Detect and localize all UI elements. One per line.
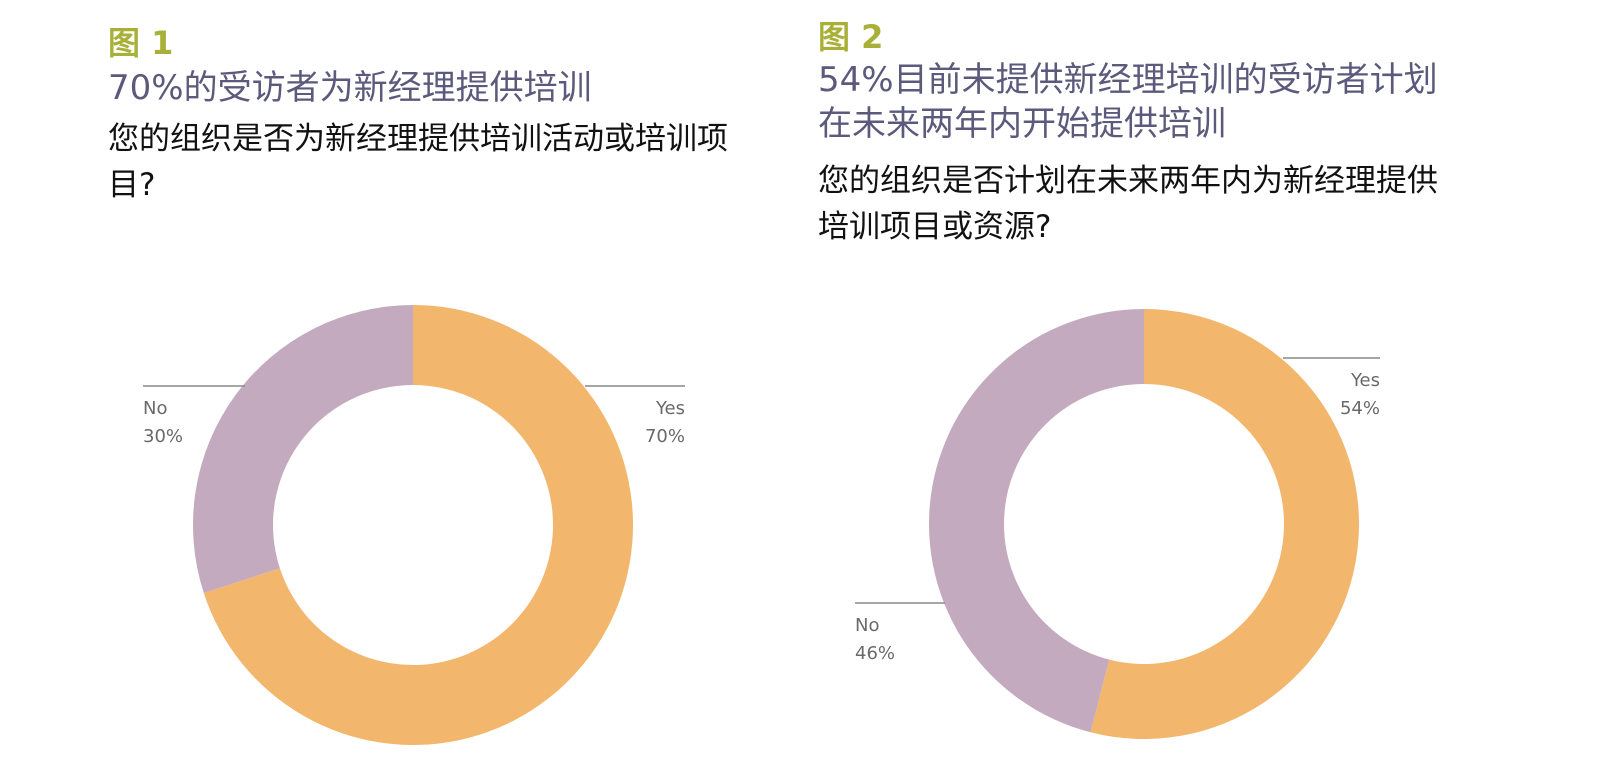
chart-subtitle: 您的组织是否为新经理提供培训活动或培训项目? (108, 121, 728, 203)
figure-label: 图 1 (108, 24, 174, 62)
donut-slice (928, 309, 1144, 733)
slice-value-label: 70% (645, 426, 685, 447)
chart-subtitle: 您的组织是否计划在未来两年内为新经理提供培训项目或资源? (818, 163, 1438, 245)
chart-title: 70%的受访者为新经理提供培训 (108, 68, 592, 108)
chart-title: 54%目前未提供新经理培训的受访者计划在未来两年内开始提供培训 (818, 60, 1438, 144)
slice-category: No (855, 615, 879, 636)
slice-category: No (143, 398, 167, 419)
figure-label: 图 2 (818, 18, 884, 56)
slice-value-label: 54% (1340, 398, 1380, 419)
donut-slice (192, 305, 413, 593)
slice-value-label: 46% (855, 643, 895, 664)
slice-value-label: 30% (143, 426, 183, 447)
slice-category: Yes (1350, 370, 1380, 391)
donut-slice (1090, 309, 1359, 739)
donut-slice (203, 305, 633, 745)
slice-category: Yes (655, 398, 685, 419)
